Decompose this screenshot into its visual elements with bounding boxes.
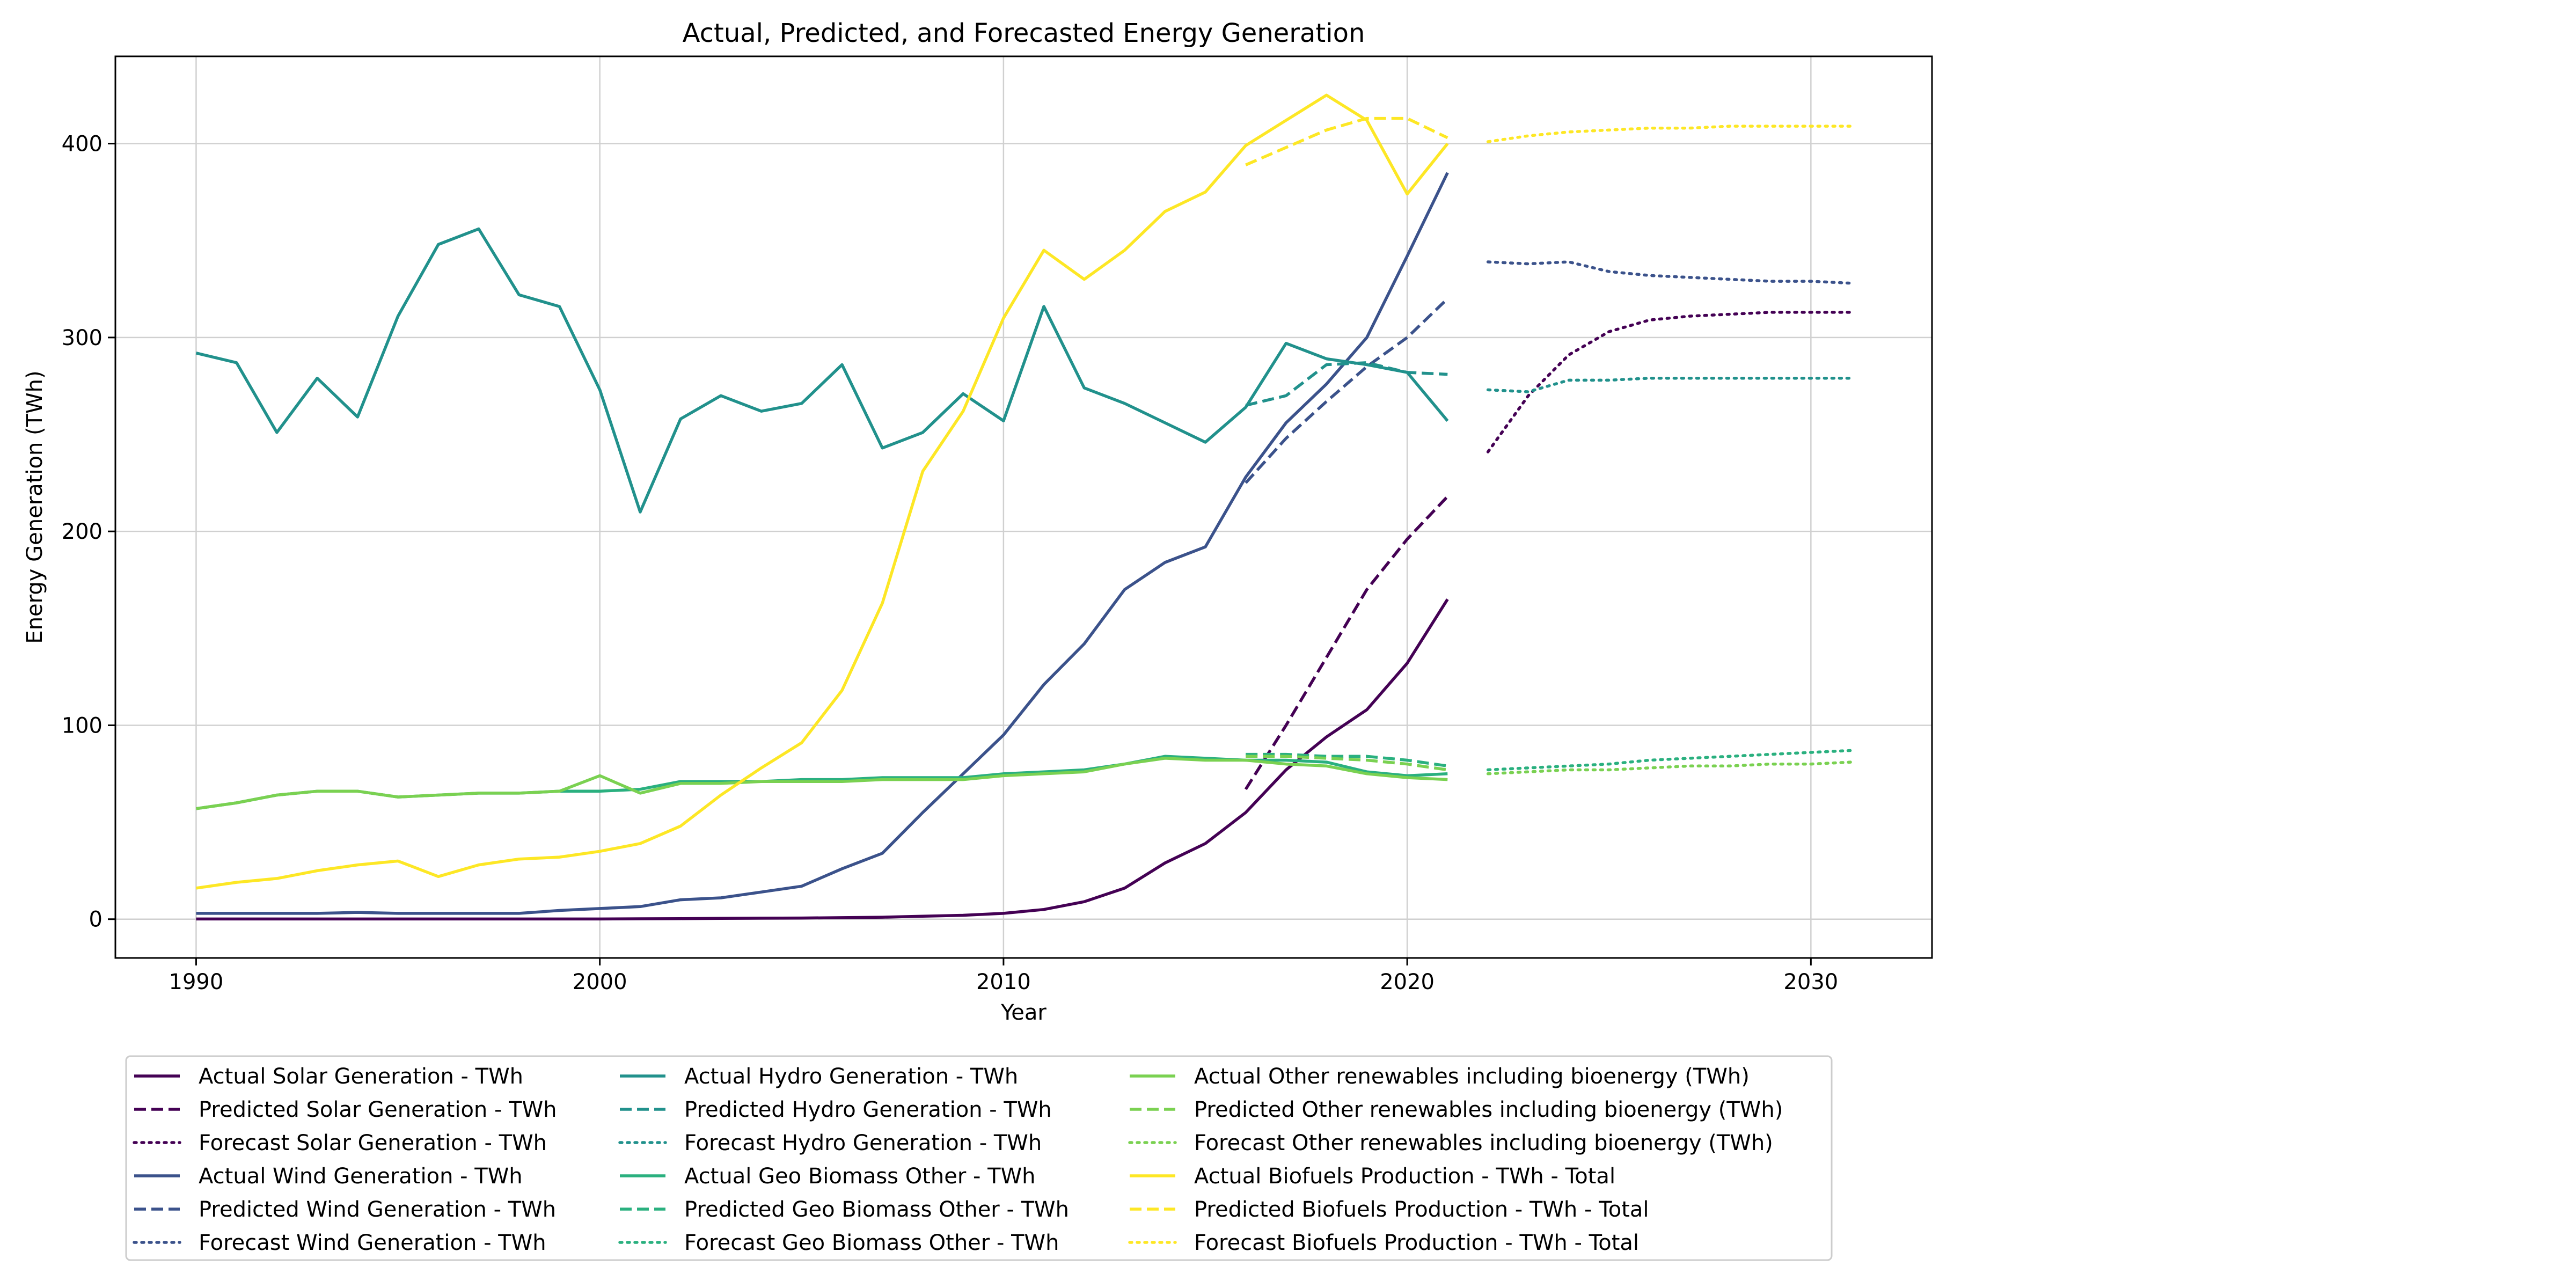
y-tick-label: 100	[62, 713, 103, 738]
series-line-forecast-wind-generation-twh	[1486, 260, 1853, 285]
legend-label: Predicted Biofuels Production - TWh - To…	[1194, 1197, 1649, 1222]
legend-label: Predicted Geo Biomass Other - TWh	[684, 1197, 1069, 1222]
legend-label: Forecast Solar Generation - TWh	[199, 1131, 547, 1155]
legend-label: Actual Solar Generation - TWh	[199, 1064, 523, 1089]
series-line-predicted-wind-generation-twh	[1245, 297, 1449, 484]
legend-box	[125, 1055, 1833, 1261]
legend-label: Actual Biofuels Production - TWh - Total	[1194, 1164, 1615, 1189]
legend-label: Forecast Biofuels Production - TWh - Tot…	[1194, 1231, 1639, 1255]
x-tick-label: 2000	[573, 970, 627, 994]
legend-label: Predicted Wind Generation - TWh	[199, 1197, 556, 1222]
series-line-forecast-biofuels-production-twh-total	[1486, 125, 1853, 143]
grid	[115, 56, 1932, 958]
plot-frame	[114, 55, 1933, 959]
legend-label: Predicted Other renewables including bio…	[1194, 1097, 1783, 1122]
series-line-actual-wind-generation-twh	[196, 172, 1449, 915]
x-tick-label: 1990	[169, 970, 224, 994]
x-tick-label: 2020	[1380, 970, 1435, 994]
x-tick-label: 2010	[976, 970, 1031, 994]
legend-label: Actual Hydro Generation - TWh	[684, 1064, 1018, 1089]
ticks: 1990 2000 2010 2020 2030 0 100 200 300 400	[62, 132, 1839, 994]
y-tick-label: 0	[89, 908, 103, 932]
series-line-actual-hydro-generation-twh	[195, 227, 1449, 514]
legend-label: Actual Other renewables including bioene…	[1194, 1064, 1750, 1089]
series-line-actual-biofuels-production-twh-total	[196, 93, 1449, 890]
series-line-predicted-biofuels-production-twh-total	[1245, 116, 1448, 166]
y-tick-label: 400	[62, 132, 103, 157]
legend-label: Predicted Hydro Generation - TWh	[684, 1097, 1052, 1122]
legend-label: Actual Wind Generation - TWh	[199, 1164, 523, 1189]
series-line-actual-solar-generation-twh	[196, 598, 1449, 921]
x-tick-label: 2030	[1783, 970, 1838, 994]
legend: Actual Solar Generation - TWh Predicted S…	[125, 1055, 1833, 1261]
series-group	[195, 93, 1853, 921]
chart-title: Actual, Predicted, and Forecasted Energy…	[683, 18, 1365, 48]
series-line-predicted-hydro-generation-twh	[1245, 361, 1448, 407]
legend-label: Forecast Other renewables including bioe…	[1194, 1131, 1773, 1155]
y-tick-label: 300	[62, 326, 103, 350]
legend-label: Predicted Solar Generation - TWh	[199, 1097, 557, 1122]
series-line-forecast-geo-biomass-other-twh	[1486, 749, 1853, 772]
x-axis-title: Year	[1000, 1000, 1046, 1025]
series-line-actual-other-renewables-including-bioenergy-twh	[196, 757, 1448, 810]
series-line-predicted-solar-generation-twh	[1244, 495, 1449, 791]
legend-label: Forecast Hydro Generation - TWh	[684, 1131, 1042, 1155]
y-axis-title: Energy Generation (TWh)	[23, 370, 47, 643]
legend-label: Actual Geo Biomass Other - TWh	[684, 1164, 1036, 1189]
y-tick-label: 200	[62, 519, 103, 544]
series-line-forecast-solar-generation-twh	[1486, 311, 1853, 453]
series-line-forecast-hydro-generation-twh	[1486, 376, 1853, 393]
series-line-forecast-other-renewables-including-bioenergy-twh	[1486, 760, 1853, 775]
legend-label: Forecast Wind Generation - TWh	[199, 1231, 546, 1255]
legend-label: Forecast Geo Biomass Other - TWh	[684, 1231, 1059, 1255]
